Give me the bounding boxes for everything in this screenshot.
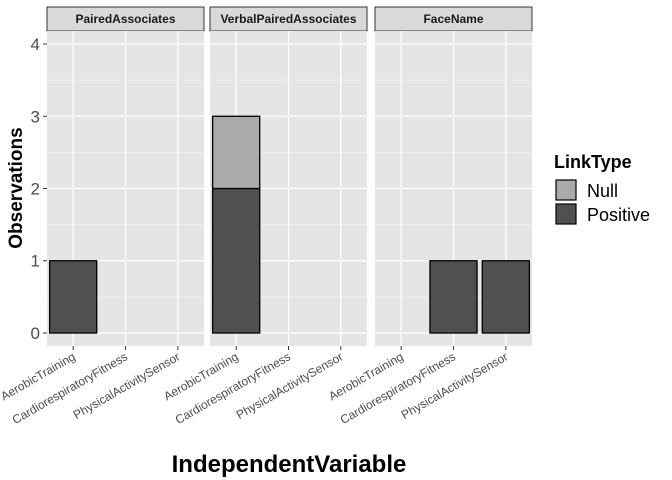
facet-strip-0	[46, 6, 205, 32]
facet-strip-1	[209, 6, 368, 32]
y-axis-title: Observations	[6, 127, 27, 248]
bar-null-1-0	[211, 115, 261, 190]
bar-positive-2-2	[481, 260, 531, 334]
legend-label-positive: Positive	[587, 205, 650, 225]
y-tick-label: 4	[31, 35, 40, 54]
facet-strip-2	[374, 6, 533, 32]
y-tick-label: 2	[31, 180, 40, 199]
bar-positive-0-0	[48, 260, 98, 334]
bar-positive-2-1	[429, 260, 478, 334]
facet-title-0: PairedAssociates	[75, 12, 175, 26]
y-tick-label: 1	[31, 252, 40, 271]
legend-title: LinkType	[554, 152, 632, 172]
y-tick-label: 3	[31, 107, 40, 126]
legend-key-null	[555, 179, 577, 201]
y-tick-label: 0	[31, 324, 40, 343]
facet-title-1: VerbalPairedAssociates	[220, 12, 356, 26]
bar-positive-1-0	[211, 187, 261, 334]
legend-key-positive	[555, 203, 577, 225]
x-axis-title: IndependentVariable	[172, 451, 407, 478]
legend-label-null: Null	[587, 181, 618, 201]
facet-title-2: FaceName	[423, 12, 483, 26]
